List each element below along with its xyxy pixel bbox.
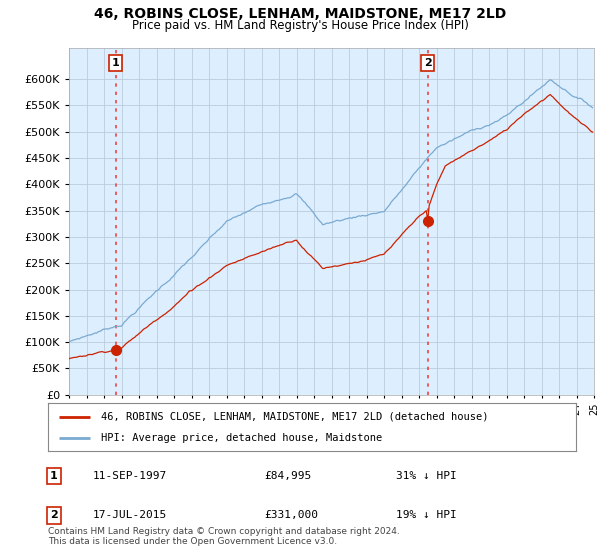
Text: 1: 1	[112, 58, 119, 68]
Text: Contains HM Land Registry data © Crown copyright and database right 2024.
This d: Contains HM Land Registry data © Crown c…	[48, 526, 400, 546]
Text: 19% ↓ HPI: 19% ↓ HPI	[396, 510, 457, 520]
Text: 2: 2	[424, 58, 431, 68]
Text: £84,995: £84,995	[264, 471, 311, 481]
Text: 1: 1	[50, 471, 58, 481]
Text: 46, ROBINS CLOSE, LENHAM, MAIDSTONE, ME17 2LD (detached house): 46, ROBINS CLOSE, LENHAM, MAIDSTONE, ME1…	[101, 412, 488, 422]
Text: Price paid vs. HM Land Registry's House Price Index (HPI): Price paid vs. HM Land Registry's House …	[131, 19, 469, 32]
Text: 17-JUL-2015: 17-JUL-2015	[93, 510, 167, 520]
Text: 11-SEP-1997: 11-SEP-1997	[93, 471, 167, 481]
Text: HPI: Average price, detached house, Maidstone: HPI: Average price, detached house, Maid…	[101, 433, 382, 444]
Text: 46, ROBINS CLOSE, LENHAM, MAIDSTONE, ME17 2LD: 46, ROBINS CLOSE, LENHAM, MAIDSTONE, ME1…	[94, 7, 506, 21]
Text: £331,000: £331,000	[264, 510, 318, 520]
Text: 31% ↓ HPI: 31% ↓ HPI	[396, 471, 457, 481]
Text: 2: 2	[50, 510, 58, 520]
